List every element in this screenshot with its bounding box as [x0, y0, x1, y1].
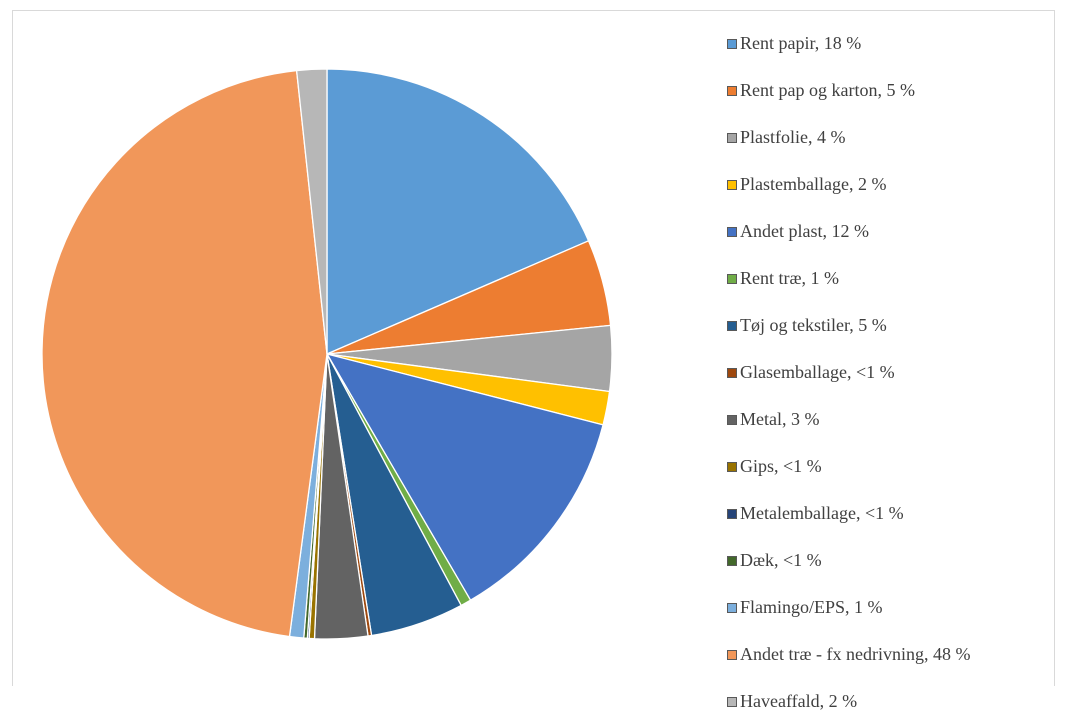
legend-item-3: Plastemballage, 2 % [727, 161, 970, 208]
legend-label-12: Flamingo/EPS, 1 % [740, 597, 883, 617]
legend-label-6: Tøj og tekstiler, 5 % [740, 315, 887, 335]
legend-swatch-4 [727, 226, 737, 237]
legend-item-12: Flamingo/EPS, 1 % [727, 584, 970, 631]
pie-slices [41, 68, 613, 640]
legend-label-13: Andet træ - fx nedrivning, 48 % [740, 644, 971, 664]
legend-label-14: Haveaffald, 2 % [740, 691, 858, 711]
legend-swatch-5 [727, 273, 737, 284]
pie-slice-13 [41, 69, 328, 638]
legend-swatch-3 [727, 179, 737, 190]
legend-swatch-0 [727, 38, 737, 49]
legend-item-4: Andet plast, 12 % [727, 208, 970, 255]
legend-swatch-14 [727, 696, 737, 707]
pie-chart [41, 68, 613, 640]
legend-swatch-12 [727, 602, 737, 613]
legend-item-5: Rent træ, 1 % [727, 255, 970, 302]
legend-swatch-6 [727, 320, 737, 331]
pie-slice-14 [295, 68, 328, 355]
legend-item-1: Rent pap og karton, 5 % [727, 67, 970, 114]
legend-swatch-7 [727, 367, 737, 378]
legend-label-7: Glasemballage, <1 % [740, 362, 895, 382]
legend-item-10: Metalemballage, <1 % [727, 490, 970, 537]
legend-label-11: Dæk, <1 % [740, 550, 822, 570]
legend-swatch-11 [727, 555, 737, 566]
legend-item-6: Tøj og tekstiler, 5 % [727, 302, 970, 349]
legend: Rent papir, 18 % Rent pap og karton, 5 % P… [727, 20, 970, 725]
legend-label-4: Andet plast, 12 % [740, 221, 869, 241]
legend-item-7: Glasemballage, <1 % [727, 349, 970, 396]
legend-item-9: Gips, <1 % [727, 443, 970, 490]
legend-item-2: Plastfolie, 4 % [727, 114, 970, 161]
legend-label-8: Metal, 3 % [740, 409, 820, 429]
legend-label-9: Gips, <1 % [740, 456, 822, 476]
legend-label-0: Rent papir, 18 % [740, 33, 862, 53]
legend-item-8: Metal, 3 % [727, 396, 970, 443]
legend-label-2: Plastfolie, 4 % [740, 127, 846, 147]
pie-slice-0 [326, 68, 590, 355]
legend-swatch-10 [727, 508, 737, 519]
legend-swatch-2 [727, 132, 737, 143]
legend-item-0: Rent papir, 18 % [727, 20, 970, 67]
legend-label-3: Plastemballage, 2 % [740, 174, 887, 194]
legend-swatch-13 [727, 649, 737, 660]
pie-slice-4 [326, 353, 604, 601]
legend-label-1: Rent pap og karton, 5 % [740, 80, 915, 100]
legend-label-10: Metalemballage, <1 % [740, 503, 904, 523]
legend-item-11: Dæk, <1 % [727, 537, 970, 584]
legend-swatch-9 [727, 461, 737, 472]
legend-swatch-1 [727, 85, 737, 96]
legend-item-13: Andet træ - fx nedrivning, 48 % [727, 631, 970, 678]
legend-item-14: Haveaffald, 2 % [727, 678, 970, 725]
legend-label-5: Rent træ, 1 % [740, 268, 839, 288]
legend-swatch-8 [727, 414, 737, 425]
